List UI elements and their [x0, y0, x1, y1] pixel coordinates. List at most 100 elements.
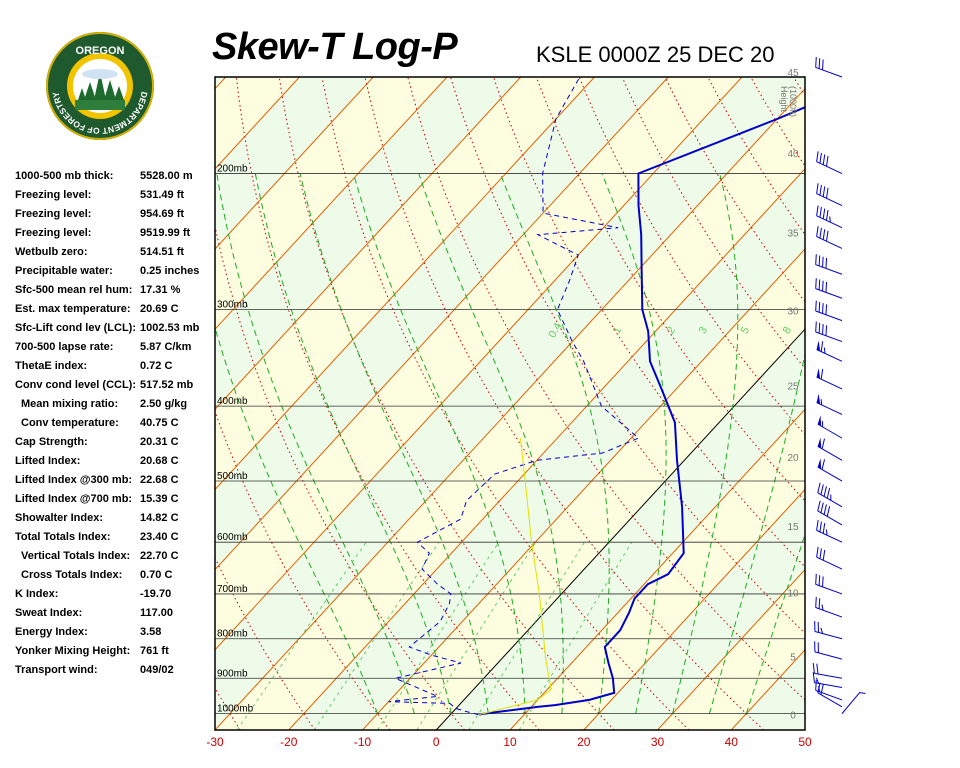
- wind-barb: [815, 679, 843, 701]
- stat-row: Lifted Index: 20.68 C: [15, 453, 215, 472]
- height-tick-label: 35: [787, 229, 799, 240]
- pressure-label: 300mb: [217, 300, 248, 311]
- stat-label: Sfc-Lift cond lev (LCL):: [15, 322, 136, 334]
- mixing-ratio-label: 1: [611, 325, 624, 336]
- wind-barb: [816, 205, 843, 229]
- stat-label: Lifted Index @700 mb:: [15, 493, 133, 505]
- stat-value: -19.70: [140, 588, 172, 600]
- isotherm: [215, 77, 374, 250]
- stat-value: 17.31 %: [140, 284, 181, 296]
- stat-row: Est. max temperature: 20.69 C: [15, 301, 215, 320]
- height-tick-label: 0: [790, 711, 796, 722]
- stat-label: Transport wind:: [15, 664, 98, 676]
- stat-label: Lifted Index @300 mb:: [15, 474, 133, 486]
- stat-row: K Index: -19.70: [15, 586, 215, 605]
- stat-row: Vertical Totals Index: 22.70 C: [15, 548, 215, 567]
- stat-label: K Index:: [15, 588, 59, 600]
- height-axis-unit: (1000ft): [788, 86, 798, 117]
- stat-row: 1000-500 mb thick: 5528.00 m: [15, 168, 215, 187]
- wind-barb: [817, 500, 843, 526]
- stat-row: Transport wind: 049/02: [15, 662, 215, 681]
- stat-value: 5.87 C/km: [140, 341, 192, 353]
- stat-row: Lifted Index @700 mb: 15.39 C: [15, 491, 215, 510]
- height-tick-label: 45: [787, 68, 799, 79]
- wind-barb: [815, 597, 843, 618]
- isotherm: [215, 77, 669, 571]
- wind-barb: [814, 621, 843, 640]
- stat-row: Precipitable water: 0.25 inches: [15, 263, 215, 282]
- wind-barb: [816, 151, 843, 174]
- isotherm: [215, 87, 805, 730]
- dry-adiabat: [215, 687, 241, 730]
- stat-row: Sfc-500 mean rel hum: 17.31 %: [15, 282, 215, 301]
- temperature-tick-label: 10: [503, 735, 517, 749]
- wind-barb: [841, 691, 866, 714]
- wind-barb: [816, 340, 843, 362]
- dewpoint-profile: [388, 77, 640, 716]
- wind-barb: [814, 641, 843, 660]
- stat-row: Conv temperature: 40.75 C: [15, 415, 215, 434]
- wind-barb: [817, 482, 843, 508]
- wind-barb: [812, 672, 843, 688]
- dry-adiabat: [879, 77, 960, 730]
- stat-value: 22.70 C: [140, 550, 179, 562]
- stat-value: 954.69 ft: [140, 208, 185, 220]
- pressure-label: 500mb: [217, 471, 248, 482]
- wind-barb: [815, 278, 843, 299]
- stat-row: Sweat Index: 117.00: [15, 605, 215, 624]
- stat-value: 1002.53 mb: [140, 322, 200, 334]
- stat-row: Cap Strength: 20.31 C: [15, 434, 215, 453]
- logo-top-text: OREGON: [76, 45, 125, 57]
- stat-row: Freezing level: 9519.99 ft: [15, 225, 215, 244]
- stat-value: 14.82 C: [140, 512, 179, 524]
- mixing-ratio-line: [313, 541, 440, 730]
- stat-value: 049/02: [140, 664, 174, 676]
- mixing-ratio-line: [416, 541, 537, 730]
- mixing-ratio-label: 2: [665, 325, 678, 336]
- stat-label: Sweat Index:: [15, 607, 83, 619]
- moist-adiabat: [299, 173, 489, 714]
- stat-value: 761 ft: [140, 645, 169, 657]
- stat-row: ThetaE index: 0.72 C: [15, 358, 215, 377]
- stat-label: Freezing level:: [15, 189, 92, 201]
- stat-row: Yonker Mixing Height: 761 ft: [15, 643, 215, 662]
- stat-label: Sfc-500 mean rel hum:: [15, 284, 133, 296]
- wind-barb: [817, 415, 843, 439]
- stat-value: 20.69 C: [140, 303, 179, 315]
- stat-value: 0.70 C: [140, 569, 173, 581]
- stat-label: Yonker Mixing Height:: [15, 645, 131, 657]
- wind-barb: [816, 393, 843, 415]
- wind-barb: [815, 254, 843, 275]
- height-tick-label: 15: [787, 522, 799, 533]
- stat-row: Mean mixing ratio: 2.50 g/kg: [15, 396, 215, 415]
- pressure-label: 200mb: [217, 164, 248, 175]
- mixing-ratio-line: [468, 541, 585, 730]
- isotherm: [583, 488, 805, 730]
- wind-barbs: [812, 56, 866, 714]
- plot-frame: [214, 76, 806, 731]
- parcel-path: [479, 438, 552, 716]
- stat-value: 517.52 mb: [140, 379, 194, 391]
- stat-label: Showalter Index:: [15, 512, 104, 524]
- stat-row: Lifted Index @300 mb: 22.68 C: [15, 472, 215, 491]
- stat-label: Conv cond level (CCL):: [15, 379, 137, 391]
- stat-value: 5528.00 m: [140, 170, 193, 182]
- mixing-ratio-line: [377, 541, 500, 730]
- isotherm: [215, 77, 227, 90]
- wind-barb: [817, 437, 843, 461]
- stat-value: 20.68 C: [140, 455, 179, 467]
- stat-value: 531.49 ft: [140, 189, 185, 201]
- chart-title: Skew-T Log-P: [212, 26, 458, 68]
- temperature-tick-label: 20: [577, 735, 591, 749]
- wind-barb: [816, 368, 843, 390]
- dry-adiabat: [922, 77, 960, 730]
- wind-barb: [815, 321, 843, 343]
- mixing-ratio-label: 3: [697, 325, 710, 336]
- moist-adiabat: [215, 325, 379, 714]
- wind-barb: [812, 662, 843, 679]
- height-tick-label: 25: [787, 381, 799, 392]
- stat-label: ThetaE index:: [15, 360, 88, 372]
- stat-row: Showalter Index: 14.82 C: [15, 510, 215, 529]
- stat-label: Freezing level:: [15, 227, 92, 239]
